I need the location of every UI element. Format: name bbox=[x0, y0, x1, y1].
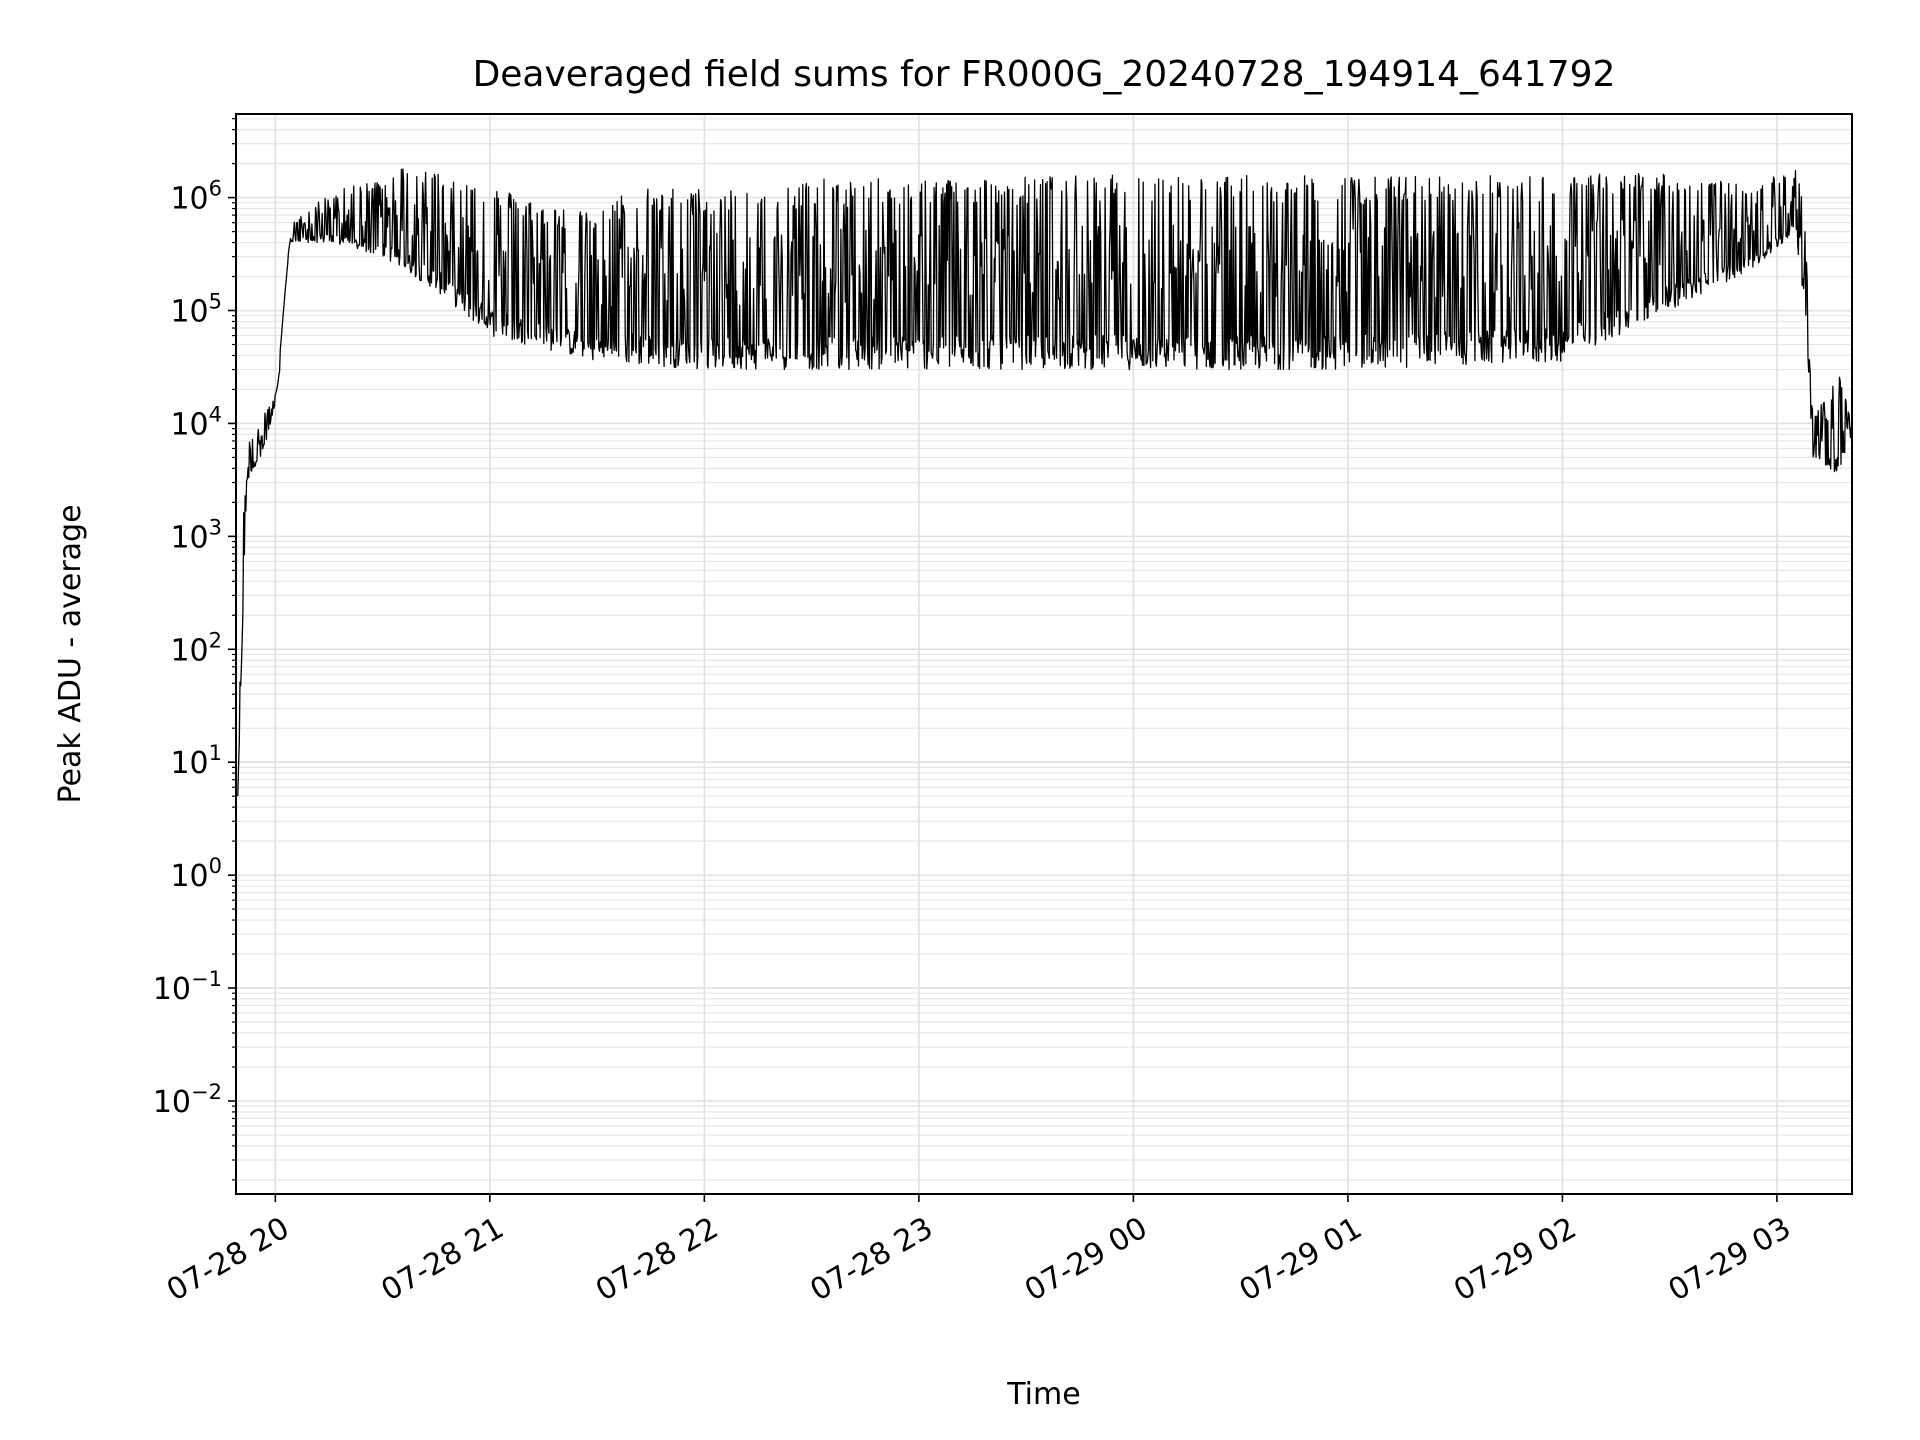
y-tick-base: 10 bbox=[170, 295, 208, 330]
y-tick-label: 10−1 bbox=[153, 967, 222, 1007]
y-tick-base: 10 bbox=[170, 407, 208, 442]
y-tick-label: 105 bbox=[170, 290, 222, 330]
y-tick-base: 10 bbox=[170, 182, 208, 217]
y-tick-label: 102 bbox=[170, 628, 222, 668]
y-tick-label: 104 bbox=[170, 402, 222, 442]
y-tick-base: 10 bbox=[153, 972, 191, 1007]
y-tick-exponent: 6 bbox=[209, 177, 222, 201]
y-tick-base: 10 bbox=[170, 859, 208, 894]
series-layer bbox=[237, 168, 1853, 797]
y-tick-label: 103 bbox=[170, 515, 222, 555]
y-tick-exponent: 4 bbox=[209, 402, 222, 426]
series-line bbox=[237, 168, 1853, 797]
y-tick-exponent: 2 bbox=[209, 628, 222, 652]
chart-title: Deaveraged field sums for FR000G_2024072… bbox=[473, 54, 1616, 95]
y-tick-exponent: 5 bbox=[209, 290, 222, 314]
y-tick-label: 10−2 bbox=[153, 1080, 222, 1120]
y-tick-label: 101 bbox=[170, 741, 222, 781]
grid bbox=[236, 114, 1852, 1194]
y-tick-exponent: 3 bbox=[209, 515, 222, 539]
y-tick-exponent: −2 bbox=[191, 1080, 222, 1104]
y-tick-base: 10 bbox=[170, 633, 208, 668]
x-axis-label: Time bbox=[1006, 1377, 1080, 1412]
y-tick-label: 106 bbox=[170, 177, 222, 217]
y-tick-base: 10 bbox=[170, 520, 208, 555]
y-axis-label: Peak ADU - average bbox=[53, 504, 88, 803]
y-tick-exponent: 0 bbox=[209, 854, 222, 878]
y-tick-exponent: −1 bbox=[191, 967, 222, 991]
y-tick-base: 10 bbox=[153, 1085, 191, 1120]
y-tick-exponent: 1 bbox=[209, 741, 222, 765]
y-tick-base: 10 bbox=[170, 746, 208, 781]
y-tick-label: 100 bbox=[170, 854, 222, 894]
